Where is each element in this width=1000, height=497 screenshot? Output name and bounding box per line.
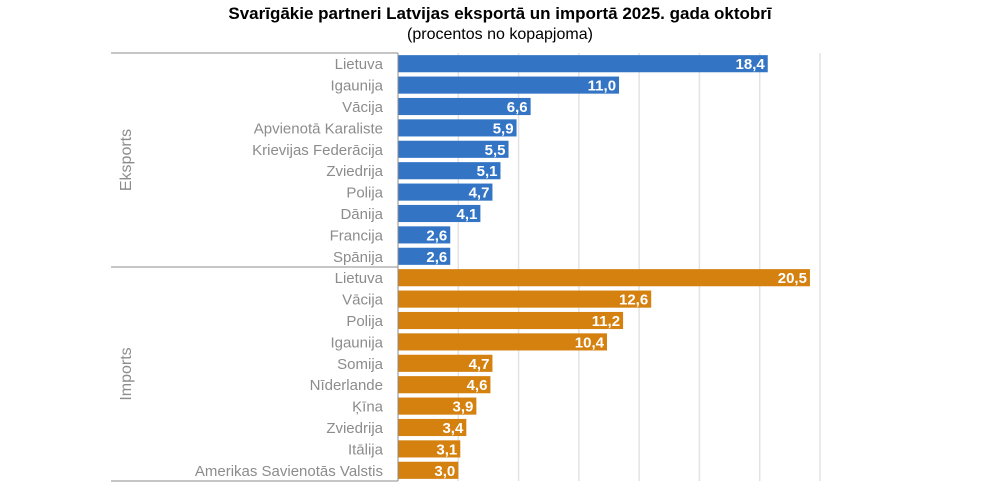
data-label: 5,1 bbox=[477, 163, 498, 180]
data-label: 4,7 bbox=[469, 185, 490, 202]
chart-subtitle: (procentos no kopapjoma) bbox=[407, 26, 593, 43]
bar-imports bbox=[398, 397, 477, 415]
data-label: 5,9 bbox=[493, 120, 514, 137]
category-label: Vācija bbox=[342, 292, 384, 309]
category-label: Vācija bbox=[342, 99, 384, 116]
data-label: 11,0 bbox=[588, 78, 616, 95]
category-label: Igaunija bbox=[330, 334, 383, 351]
data-label: 6,6 bbox=[507, 99, 528, 116]
bar-eksports bbox=[398, 247, 451, 265]
category-label: Krievijas Federācija bbox=[252, 142, 384, 159]
data-label: 3,1 bbox=[436, 441, 457, 458]
category-label: Lietuva bbox=[335, 270, 384, 287]
gridlines bbox=[457, 53, 821, 481]
bar-imports bbox=[398, 269, 810, 287]
data-label: 3,4 bbox=[442, 420, 464, 437]
category-label: Zviedrija bbox=[326, 163, 383, 180]
category-label: Lietuva bbox=[335, 56, 384, 73]
data-label: 4,1 bbox=[457, 206, 478, 223]
bar-eksports bbox=[398, 204, 481, 223]
bar-eksports bbox=[398, 140, 509, 158]
data-label: 12,6 bbox=[619, 292, 648, 309]
category-label: Polija bbox=[346, 185, 383, 202]
category-label: Spānija bbox=[333, 249, 384, 266]
bars-layer bbox=[398, 55, 810, 479]
category-label: Zviedrija bbox=[326, 420, 383, 437]
bar-imports bbox=[398, 311, 624, 330]
bar-imports bbox=[398, 354, 493, 372]
data-label: 20,5 bbox=[778, 270, 807, 287]
data-label: 11,2 bbox=[592, 313, 620, 330]
labels-layer: 18,4 Lietuva 11,0 Igaunija 6,6 Vācija 5,9 Apvie… bbox=[118, 56, 807, 480]
category-label: Itālija bbox=[348, 441, 384, 458]
data-label: 5,5 bbox=[485, 142, 506, 159]
bar-eksports bbox=[398, 119, 517, 137]
category-label: Somija bbox=[337, 356, 384, 373]
category-label: Polija bbox=[346, 313, 383, 330]
category-label: Francija bbox=[330, 227, 384, 244]
bar-eksports bbox=[398, 76, 620, 94]
bar-eksports bbox=[398, 97, 531, 116]
bar-eksports bbox=[398, 55, 768, 73]
axes-layer bbox=[111, 52, 399, 482]
category-label: Nīderlande bbox=[310, 377, 383, 394]
category-label: Amerikas Savienotās Valstis bbox=[195, 463, 383, 480]
category-label: Ķīna bbox=[352, 399, 384, 416]
data-label: 4,6 bbox=[467, 377, 488, 394]
chart-title: Svarīgākie partneri Latvijas eksportā un… bbox=[228, 4, 772, 23]
category-label: Dānija bbox=[340, 206, 383, 223]
bar-imports bbox=[398, 290, 652, 308]
bar-imports bbox=[398, 418, 467, 437]
data-label: 4,7 bbox=[469, 356, 490, 373]
data-label: 3,0 bbox=[434, 463, 455, 480]
category-label: Igaunija bbox=[330, 78, 383, 95]
bar-eksports bbox=[398, 183, 493, 201]
category-label: Apvienotā Karaliste bbox=[254, 120, 383, 137]
data-label: 10,4 bbox=[575, 334, 605, 351]
bar-eksports bbox=[398, 226, 451, 244]
bar-eksports bbox=[398, 162, 501, 180]
data-label: 2,6 bbox=[426, 249, 447, 266]
bar-imports bbox=[398, 376, 491, 394]
data-label: 2,6 bbox=[426, 227, 447, 244]
group-label-imports: Imports bbox=[118, 347, 135, 400]
data-label: 18,4 bbox=[736, 56, 766, 73]
bar-imports bbox=[398, 333, 607, 351]
bar-imports bbox=[398, 461, 459, 479]
data-label: 3,9 bbox=[453, 399, 474, 416]
group-label-eksports: Eksports bbox=[118, 129, 135, 191]
bar-imports bbox=[398, 440, 461, 458]
